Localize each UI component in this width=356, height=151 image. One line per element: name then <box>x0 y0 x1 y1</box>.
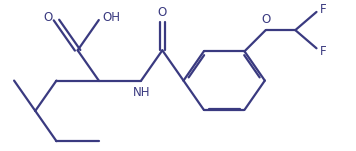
Text: NH: NH <box>132 86 150 100</box>
Text: O: O <box>261 13 270 26</box>
Text: OH: OH <box>102 11 120 24</box>
Text: O: O <box>44 11 53 24</box>
Text: F: F <box>320 45 327 58</box>
Text: F: F <box>320 3 327 16</box>
Text: O: O <box>158 6 167 19</box>
